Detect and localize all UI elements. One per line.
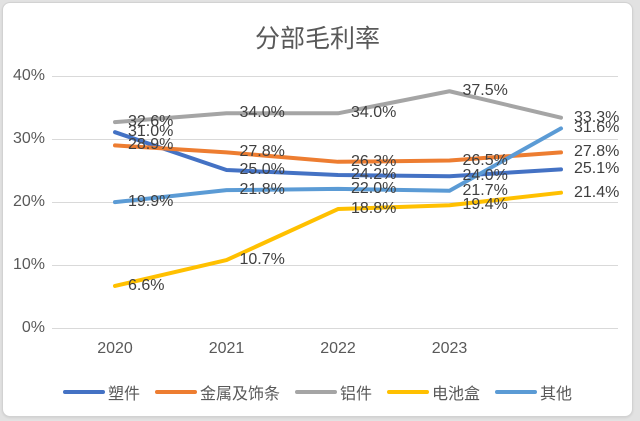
data-label: 26.3%	[351, 152, 397, 170]
y-tick-label: 0%	[21, 318, 45, 336]
data-label: 18.8%	[351, 200, 397, 218]
x-tick-label: 2021	[208, 340, 245, 357]
data-label: 37.5%	[462, 82, 508, 100]
data-label: 33.3%	[574, 108, 620, 126]
legend-item: 塑件	[62, 380, 140, 404]
y-tick-label: 10%	[12, 255, 45, 273]
data-label: 31.6%	[574, 119, 620, 137]
legend-swatch	[154, 390, 197, 394]
data-label: 24.0%	[462, 167, 508, 185]
data-label: 21.7%	[462, 181, 508, 199]
series-line-0	[113, 130, 563, 179]
legend-item: 铝件	[294, 380, 372, 404]
data-label: 32.6%	[128, 113, 174, 131]
data-label: 27.8%	[239, 143, 285, 161]
legend-item: 其他	[495, 380, 572, 404]
data-label: 26.5%	[462, 151, 508, 169]
data-label: 25.0%	[239, 161, 285, 178]
legend-swatch	[387, 390, 429, 394]
x-tick-label: 2022	[320, 340, 356, 357]
legend-label: 其他	[540, 386, 573, 403]
legend-label: 金属及饰条	[199, 386, 280, 403]
data-label: 34.0%	[351, 104, 397, 122]
series-line-4	[113, 126, 563, 205]
legend-label: 塑件	[107, 386, 140, 403]
y-tick-label: 20%	[12, 192, 45, 210]
data-label: 31.0%	[128, 123, 174, 141]
legend-item: 金属及饰条	[154, 380, 280, 404]
data-label: 27.8%	[574, 143, 620, 161]
legend-label: 铝件	[339, 386, 372, 403]
chart-card: 分部毛利率	[2, 2, 633, 417]
data-label: 34.0%	[239, 104, 285, 122]
x-tick-label: 2023	[431, 340, 468, 357]
series-line-2	[113, 89, 563, 125]
data-label: 19.4%	[462, 196, 508, 214]
legend-swatch	[62, 390, 105, 394]
data-label: 22.0%	[351, 179, 397, 197]
legend-swatch	[495, 390, 538, 394]
data-label: 24.2%	[351, 166, 397, 184]
y-tick-label: 40%	[12, 66, 45, 84]
data-label: 19.9%	[128, 193, 174, 211]
legend-swatch	[294, 390, 337, 394]
x-tick-label: 2020	[97, 340, 133, 357]
data-label: 10.7%	[239, 251, 285, 269]
legend-label: 电池盒	[432, 386, 481, 403]
chart-title: 分部毛利率	[254, 25, 380, 53]
data-label: 21.8%	[239, 181, 285, 199]
series-line-3	[113, 190, 563, 288]
chart-legend: 塑件 金属及饰条 铝件 电池盒 其他	[2, 380, 633, 404]
y-tick-label: 30%	[12, 129, 45, 147]
data-label: 6.6%	[128, 276, 165, 294]
series-line-1	[113, 143, 563, 164]
data-label: 28.9%	[128, 136, 174, 154]
data-label: 25.1%	[574, 160, 620, 178]
legend-item: 电池盒	[387, 380, 480, 404]
data-label: 21.4%	[574, 183, 620, 201]
